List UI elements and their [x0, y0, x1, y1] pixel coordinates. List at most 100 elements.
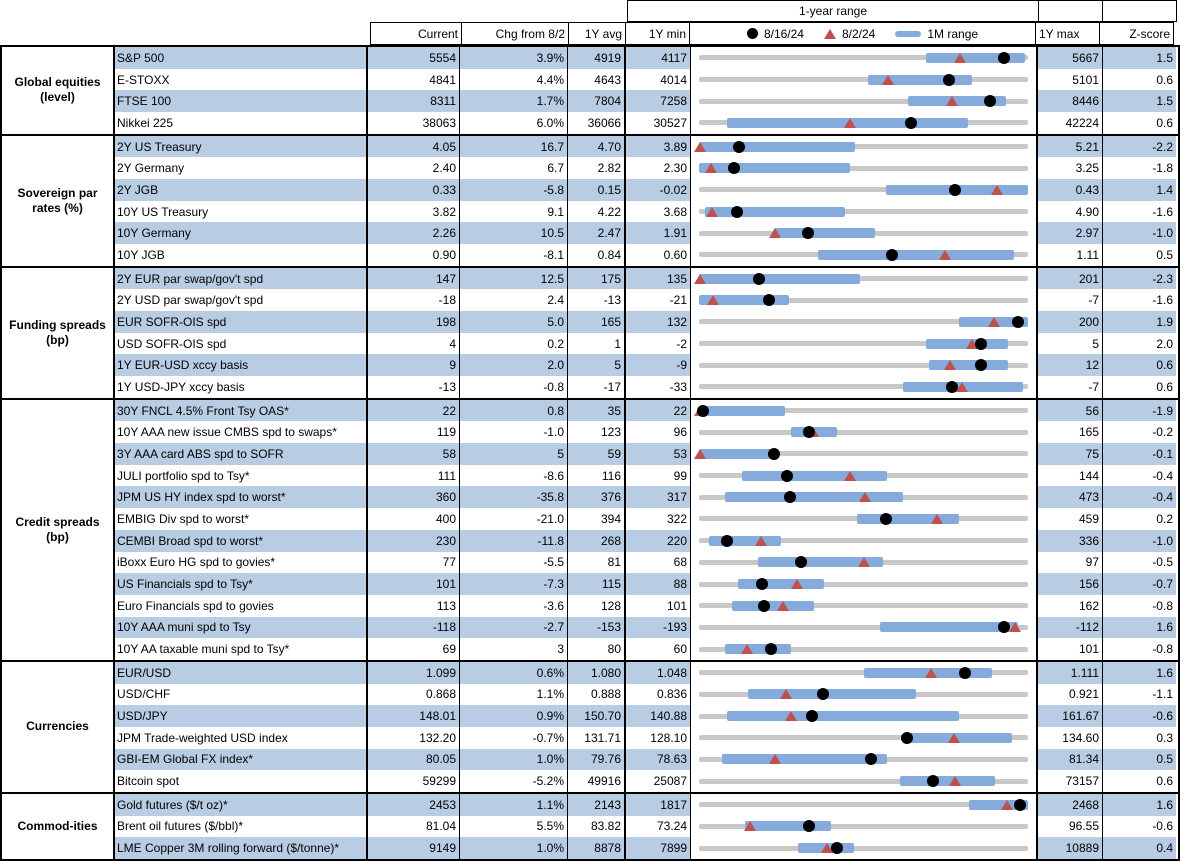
full-year-range-track — [699, 98, 1028, 104]
z-score-value: -0.4 — [1103, 486, 1176, 509]
row-label: 3Y AAA card ABS spd to SOFR — [115, 443, 368, 465]
section: Currencies EUR/USD 1.099 0.6% 1.080 1.048 1.11… — [2, 659, 1178, 792]
table-row: EUR SOFR-OIS spd 198 5.0 165 132 200 1.9 — [115, 311, 1178, 333]
range-track-area — [694, 443, 1028, 465]
range-title: 1-year range — [627, 0, 1039, 22]
min-value: 3.89 — [626, 135, 691, 158]
avg-value: 394 — [568, 508, 626, 530]
legend-label-1m-range: 1M range — [927, 26, 979, 41]
max-value: 5.21 — [1038, 135, 1103, 158]
section: Commod-ities Gold futures ($/t oz)* 2453 1.… — [2, 791, 1178, 859]
one-month-range-bar — [758, 557, 884, 568]
max-value: 134.60 — [1038, 726, 1103, 749]
row-label: LME Copper 3M rolling forward ($/tonne)* — [115, 837, 368, 859]
aug2-triangle-marker — [704, 163, 717, 174]
range-chart — [691, 726, 1038, 749]
one-month-range-bar — [856, 513, 959, 524]
row-label: USD/JPY — [115, 705, 368, 727]
current-value: 148.01 — [368, 705, 460, 727]
aug16-dot-marker — [752, 272, 765, 285]
one-month-range-bar — [774, 228, 875, 239]
table-row: USD/CHF 0.868 1.1% 0.888 0.836 0.921 -1.1 — [115, 683, 1178, 706]
min-value: 1817 — [626, 793, 691, 816]
table-row: US Financials spd to Tsy* 101 -7.3 115 88 156… — [115, 573, 1178, 595]
group-label: Credit spreads (bp) — [2, 399, 115, 660]
aug16-dot-marker — [927, 775, 940, 788]
one-month-range-bar — [899, 776, 996, 787]
max-value: 1.111 — [1038, 661, 1103, 684]
one-month-range-bar — [818, 249, 1015, 260]
avg-value: 268 — [568, 529, 626, 552]
avg-value: 5 — [568, 354, 626, 377]
row-label: US Financials spd to Tsy* — [115, 573, 368, 595]
table-row: Brent oil futures ($/bbl)* 81.04 5.5% 83.82… — [115, 815, 1178, 838]
full-year-range-track — [699, 581, 1028, 587]
aug2-triangle-marker — [991, 184, 1004, 195]
chg-value: -5.2% — [460, 770, 568, 792]
aug16-dot-marker — [816, 688, 829, 701]
z-score-value: -0.6 — [1103, 705, 1176, 727]
one-month-range-bar — [722, 754, 887, 765]
table-row: S&P 500 5554 3.9% 4919 4117 5667 1.5 — [115, 47, 1178, 69]
table-row: JULI portfolio spd to Tsy* 111 -8.6 116 99 14… — [115, 464, 1178, 487]
aug16-dot-marker — [865, 753, 878, 766]
chg-value: -2.7 — [460, 616, 568, 639]
z-score-value: -0.5 — [1152, 555, 1173, 570]
max-value: 473 — [1038, 486, 1103, 509]
min-value: -9 — [626, 354, 691, 377]
row-label: JPM Trade-weighted USD index — [115, 726, 368, 749]
full-year-range-track — [699, 319, 1028, 325]
one-month-range-bar — [725, 492, 903, 503]
chg-value: -5.5 — [460, 551, 568, 574]
group-label: Global equities (level) — [2, 47, 115, 134]
z-score-value: 1.9 — [1103, 311, 1176, 333]
aug16-dot-marker — [946, 380, 958, 393]
full-year-range-track — [699, 187, 1028, 193]
table-row: Nikkei 225 38063 6.0% 36066 30527 42224 0.6 — [115, 112, 1178, 134]
chg-value: 1.0% — [460, 748, 568, 771]
col-header-current: Current — [370, 22, 462, 45]
avg-value: 49916 — [568, 770, 626, 792]
chg-value: 5 — [460, 443, 568, 465]
aug16-dot-marker — [1012, 315, 1025, 328]
min-value: 1.048 — [626, 661, 691, 684]
current-value: 147 — [368, 267, 460, 290]
max-value: 5101 — [1038, 68, 1103, 91]
aug16-dot-marker — [904, 116, 917, 129]
aug2-triangle-marker — [943, 360, 956, 371]
current-value: 5554 — [368, 47, 460, 69]
full-year-range-track — [699, 778, 1028, 784]
current-value: -18 — [368, 289, 460, 312]
range-track-area — [699, 837, 1028, 859]
z-score-value: 0.6 — [1156, 379, 1173, 394]
max-value: 8446 — [1038, 90, 1103, 113]
full-year-range-track — [699, 845, 1028, 851]
range-track-area — [699, 595, 1028, 617]
current-value: 9149 — [368, 837, 460, 859]
table-row: iBoxx Euro HG spd to govies* 77 -5.5 81 68 97… — [115, 551, 1178, 574]
current-value: 2453 — [368, 793, 460, 816]
range-chart — [691, 90, 1038, 113]
table-row: Gold futures ($/t oz)* 2453 1.1% 2143 1817 24… — [115, 793, 1178, 816]
current-value: 1.099 — [368, 661, 460, 684]
table-row: E-STOXX 4841 4.4% 4643 4014 5101 0.6 — [115, 68, 1178, 91]
z-score-value: -2.2 — [1103, 135, 1176, 158]
row-label: Nikkei 225 — [115, 112, 368, 134]
min-value: 30527 — [626, 112, 691, 134]
range-track-area — [699, 684, 1028, 706]
table-row: JPM US HY index spd to worst* 360 -35.8 376… — [115, 486, 1178, 509]
one-month-range-bar — [699, 141, 856, 152]
z-score-value: 1.6 — [1103, 616, 1176, 639]
table-row: EUR/USD 1.099 0.6% 1.080 1.048 1.111 1.6 — [115, 661, 1178, 684]
aug16-dot-marker — [757, 599, 770, 612]
table-row: LME Copper 3M rolling forward ($/tonne)*… — [115, 837, 1178, 859]
section-rows: 30Y FNCL 4.5% Front Tsy OAS* 22 0.8 35 22 56-… — [115, 399, 1178, 660]
range-chart — [691, 683, 1038, 706]
chg-value: 1.7% — [460, 90, 568, 113]
table-row: 2Y JGB 0.33 -5.8 0.15 -0.02 0.43 1.4 — [115, 179, 1178, 201]
current-value: 4 — [368, 332, 460, 355]
avg-value: 59 — [568, 443, 626, 465]
min-value: 101 — [626, 594, 691, 617]
current-value: 69 — [368, 638, 460, 660]
current-value: 119 — [368, 421, 460, 444]
